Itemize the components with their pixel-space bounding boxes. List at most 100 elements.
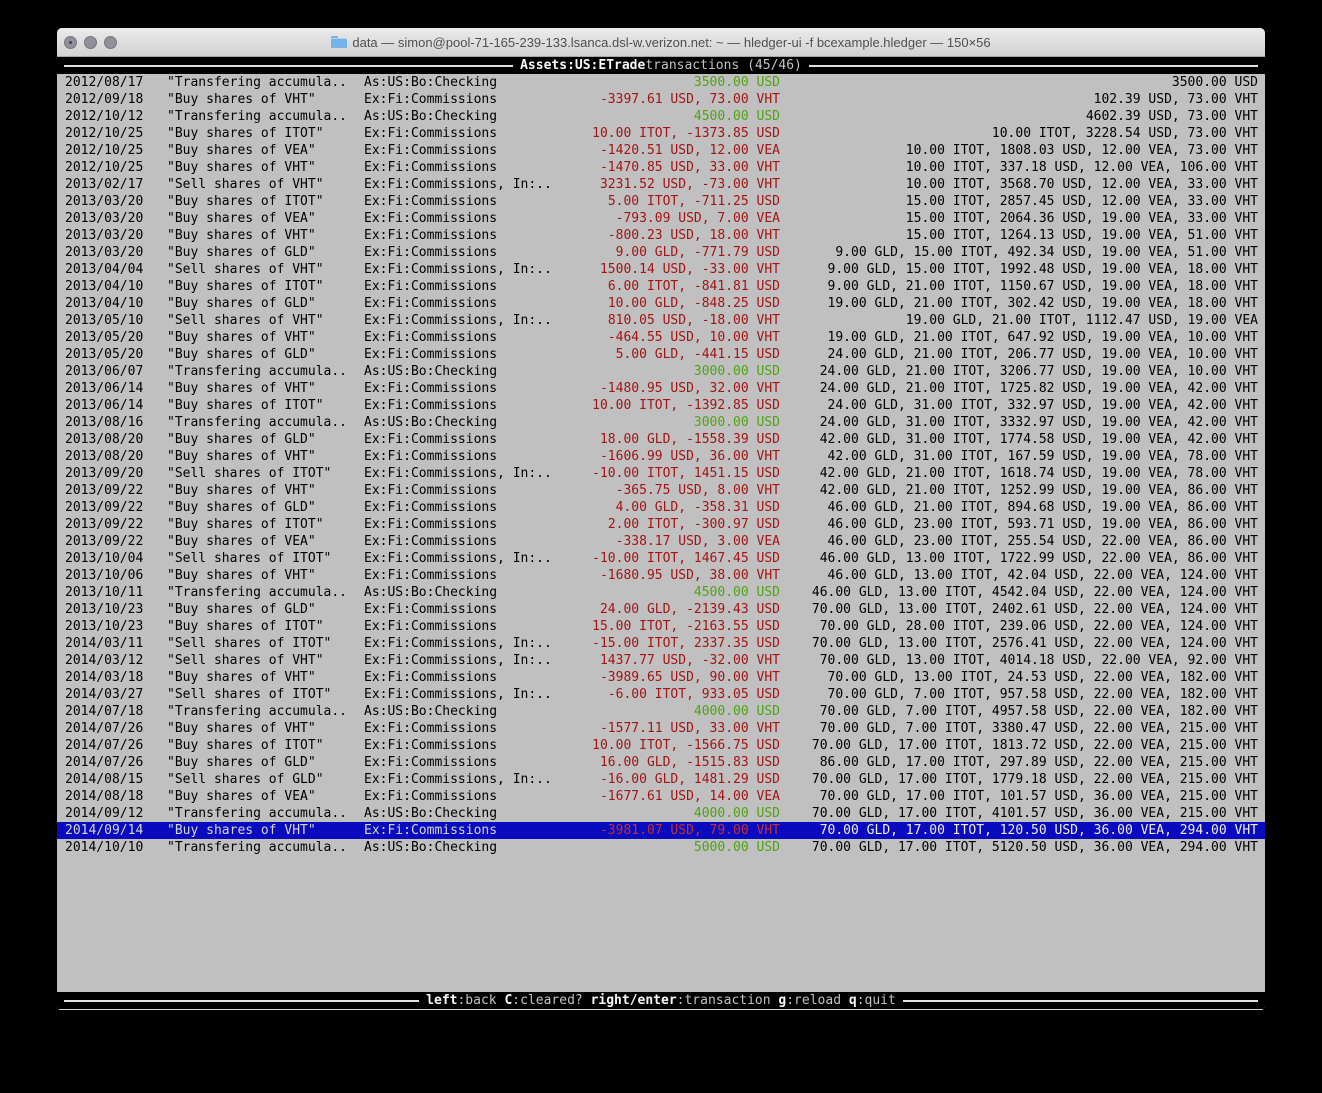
transaction-row[interactable]: 2013/10/23 "Buy shares of ITOT" Ex:Fi:Comm… <box>57 618 1265 635</box>
transaction-row[interactable]: 2013/08/20 "Buy shares of VHT" Ex:Fi:Commi… <box>57 448 1265 465</box>
transaction-row[interactable]: 2013/10/06 "Buy shares of VHT" Ex:Fi:Commi… <box>57 567 1265 584</box>
transaction-balance: 70.00 GLD, 13.00 ITOT, 2576.41 USD, 22.0… <box>811 636 1258 651</box>
transaction-row[interactable]: 2013/09/22 "Buy shares of VHT" Ex:Fi:Commi… <box>57 482 1265 499</box>
transaction-row[interactable]: 2012/09/18 "Buy shares of VHT" Ex:Fi:Commi… <box>57 91 1265 108</box>
transaction-balance: 70.00 GLD, 17.00 ITOT, 1779.18 USD, 22.0… <box>811 772 1258 787</box>
transaction-balance: 9.00 GLD, 15.00 ITOT, 1992.48 USD, 19.00… <box>827 262 1258 277</box>
transaction-row[interactable]: 2014/07/26 "Buy shares of ITOT" Ex:Fi:Comm… <box>57 737 1265 754</box>
transaction-balance: 70.00 GLD, 7.00 ITOT, 3380.47 USD, 22.00… <box>819 721 1258 736</box>
transaction-row[interactable]: 2013/04/04 "Sell shares of VHT" Ex:Fi:Comm… <box>57 261 1265 278</box>
transaction-row[interactable]: 2013/05/10 "Sell shares of VHT" Ex:Fi:Comm… <box>57 312 1265 329</box>
transaction-row[interactable]: 2013/10/23 "Buy shares of GLD" Ex:Fi:Commi… <box>57 601 1265 618</box>
transaction-row[interactable]: 2014/03/27 "Sell shares of ITOT" Ex:Fi:Com… <box>57 686 1265 703</box>
transaction-description: "Buy shares of VHT" <box>167 449 316 464</box>
transaction-row[interactable]: 2012/10/12 "Transfering accumula.. As:US:B… <box>57 108 1265 125</box>
transaction-date: 2013/09/20 <box>65 466 144 481</box>
transaction-row[interactable]: 2012/10/25 "Buy shares of VHT" Ex:Fi:Commi… <box>57 159 1265 176</box>
transaction-row[interactable]: 2014/07/18 "Transfering accumula.. As:US:B… <box>57 703 1265 720</box>
transaction-row[interactable]: 2014/10/10 "Transfering accumula.. As:US:B… <box>57 839 1265 856</box>
zoom-button[interactable] <box>104 35 117 49</box>
transaction-row[interactable]: 2013/10/04 "Sell shares of ITOT" Ex:Fi:Com… <box>57 550 1265 567</box>
transaction-row[interactable]: 2013/06/14 "Buy shares of VHT" Ex:Fi:Commi… <box>57 380 1265 397</box>
transaction-change-amount: -800.23 USD, 18.00 VHT <box>607 228 780 243</box>
transaction-description: "Buy shares of VHT" <box>167 721 316 736</box>
transaction-row[interactable]: 2013/05/20 "Buy shares of VHT" Ex:Fi:Commi… <box>57 329 1265 346</box>
transaction-row[interactable]: 2013/04/10 "Buy shares of ITOT" Ex:Fi:Comm… <box>57 278 1265 295</box>
transaction-row[interactable]: 2013/03/20 "Buy shares of GLD" Ex:Fi:Commi… <box>57 244 1265 261</box>
transaction-row[interactable]: 2014/03/18 "Buy shares of VHT" Ex:Fi:Commi… <box>57 669 1265 686</box>
transaction-row[interactable]: 2013/06/07 "Transfering accumula.. As:US:B… <box>57 363 1265 380</box>
header-account-label: Assets:US:ETrade <box>520 58 646 73</box>
transaction-description: "Buy shares of ITOT" <box>167 619 324 634</box>
window-title-group: data — simon@pool-71-165-239-133.lsanca.… <box>331 35 991 50</box>
transaction-row[interactable]: 2013/08/20 "Buy shares of GLD" Ex:Fi:Commi… <box>57 431 1265 448</box>
transaction-row[interactable]: 2013/06/14 "Buy shares of ITOT" Ex:Fi:Comm… <box>57 397 1265 414</box>
transaction-row[interactable]: 2014/03/11 "Sell shares of ITOT" Ex:Fi:Com… <box>57 635 1265 652</box>
transaction-description: "Sell shares of ITOT" <box>167 687 332 702</box>
transaction-row[interactable]: 2014/07/26 "Buy shares of VHT" Ex:Fi:Commi… <box>57 720 1265 737</box>
transaction-account: Ex:Fi:Commissions <box>364 738 498 753</box>
transaction-row[interactable]: 2014/09/12 "Transfering accumula.. As:US:B… <box>57 805 1265 822</box>
transaction-balance: 70.00 GLD, 17.00 ITOT, 4101.57 USD, 36.0… <box>811 806 1258 821</box>
transaction-balance: 15.00 ITOT, 2857.45 USD, 12.00 VEA, 33.0… <box>905 194 1258 209</box>
transaction-row[interactable]: 2013/09/22 "Buy shares of ITOT" Ex:Fi:Comm… <box>57 516 1265 533</box>
transaction-date: 2013/09/22 <box>65 500 144 515</box>
transaction-description: "Transfering accumula.. <box>167 704 348 719</box>
transaction-account: Ex:Fi:Commissions, In:.. <box>364 551 552 566</box>
transaction-row[interactable]: 2013/08/16 "Transfering accumula.. As:US:B… <box>57 414 1265 431</box>
minimize-button[interactable] <box>84 35 97 49</box>
transaction-account: Ex:Fi:Commissions, In:.. <box>364 262 552 277</box>
transaction-account: Ex:Fi:Commissions <box>364 517 498 532</box>
transaction-change-amount: -3981.07 USD, 79.00 VHT <box>599 823 780 838</box>
transaction-row[interactable]: 2013/10/11 "Transfering accumula.. As:US:B… <box>57 584 1265 601</box>
transaction-date: 2014/07/18 <box>65 704 144 719</box>
transaction-account: As:US:Bo:Checking <box>364 415 498 430</box>
transaction-change-amount: -3397.61 USD, 73.00 VHT <box>599 92 780 107</box>
transaction-change-amount: 5000.00 USD <box>693 840 780 855</box>
transaction-row[interactable]: 2012/10/25 "Buy shares of VEA" Ex:Fi:Commi… <box>57 142 1265 159</box>
transaction-list: 2012/08/17 "Transfering accumula.. As:US:B… <box>57 74 1265 856</box>
transaction-account: Ex:Fi:Commissions <box>364 755 498 770</box>
transaction-date: 2013/10/11 <box>65 585 144 600</box>
transaction-account: Ex:Fi:Commissions <box>364 432 498 447</box>
close-button[interactable] <box>64 35 77 49</box>
transaction-balance: 70.00 GLD, 13.00 ITOT, 4014.18 USD, 22.0… <box>819 653 1258 668</box>
transaction-balance: 19.00 GLD, 21.00 ITOT, 1112.47 USD, 19.0… <box>905 313 1258 328</box>
transaction-account: Ex:Fi:Commissions, In:.. <box>364 466 552 481</box>
transaction-balance: 46.00 GLD, 13.00 ITOT, 1722.99 USD, 22.0… <box>819 551 1258 566</box>
transaction-row[interactable]: 2014/08/15 "Sell shares of GLD" Ex:Fi:Comm… <box>57 771 1265 788</box>
transaction-account: Ex:Fi:Commissions <box>364 602 498 617</box>
transaction-date: 2013/05/20 <box>65 330 144 345</box>
transaction-row[interactable]: 2013/03/20 "Buy shares of VHT" Ex:Fi:Commi… <box>57 227 1265 244</box>
transaction-description: "Buy shares of VHT" <box>167 160 316 175</box>
transaction-row[interactable]: 2013/03/20 "Buy shares of VEA" Ex:Fi:Commi… <box>57 210 1265 227</box>
transaction-row[interactable]: 2012/08/17 "Transfering accumula.. As:US:B… <box>57 74 1265 91</box>
transaction-row[interactable]: 2013/05/20 "Buy shares of GLD" Ex:Fi:Commi… <box>57 346 1265 363</box>
transaction-row[interactable]: 2013/09/22 "Buy shares of VEA" Ex:Fi:Commi… <box>57 533 1265 550</box>
transaction-date: 2013/08/20 <box>65 432 144 447</box>
transaction-balance: 15.00 ITOT, 2064.36 USD, 19.00 VEA, 33.0… <box>905 211 1258 226</box>
transaction-change-amount: 16.00 GLD, -1515.83 USD <box>599 755 780 770</box>
transaction-row[interactable]: 2013/09/22 "Buy shares of GLD" Ex:Fi:Commi… <box>57 499 1265 516</box>
transaction-change-amount: -1677.61 USD, 14.00 VEA <box>599 789 780 804</box>
window-titlebar[interactable]: data — simon@pool-71-165-239-133.lsanca.… <box>57 28 1265 57</box>
transaction-change-amount: -464.55 USD, 10.00 VHT <box>607 330 780 345</box>
transaction-row[interactable]: 2014/07/26 "Buy shares of GLD" Ex:Fi:Commi… <box>57 754 1265 771</box>
header-rule-left <box>64 64 514 67</box>
transaction-row[interactable]: 2013/02/17 "Sell shares of VHT" Ex:Fi:Comm… <box>57 176 1265 193</box>
transaction-row-selected[interactable]: 2014/09/14 "Buy shares of VHT" Ex:Fi:Commi… <box>57 822 1265 839</box>
transaction-date: 2014/10/10 <box>65 840 144 855</box>
transaction-row[interactable]: 2012/10/25 "Buy shares of ITOT" Ex:Fi:Comm… <box>57 125 1265 142</box>
transaction-row[interactable]: 2013/03/20 "Buy shares of ITOT" Ex:Fi:Comm… <box>57 193 1265 210</box>
transaction-account: Ex:Fi:Commissions <box>364 398 498 413</box>
transaction-row[interactable]: 2014/03/12 "Sell shares of VHT" Ex:Fi:Comm… <box>57 652 1265 669</box>
transaction-balance: 42.00 GLD, 31.00 ITOT, 1774.58 USD, 19.0… <box>819 432 1258 447</box>
transaction-row[interactable]: 2013/09/20 "Sell shares of ITOT" Ex:Fi:Com… <box>57 465 1265 482</box>
transaction-balance: 46.00 GLD, 23.00 ITOT, 593.71 USD, 19.00… <box>827 517 1258 532</box>
transaction-row[interactable]: 2013/04/10 "Buy shares of GLD" Ex:Fi:Commi… <box>57 295 1265 312</box>
transaction-row[interactable]: 2014/08/18 "Buy shares of VEA" Ex:Fi:Commi… <box>57 788 1265 805</box>
transaction-change-amount: 24.00 GLD, -2139.43 USD <box>599 602 780 617</box>
transaction-description: "Sell shares of ITOT" <box>167 551 332 566</box>
transaction-description: "Buy shares of VHT" <box>167 568 316 583</box>
key-hint-key: g <box>778 993 787 1008</box>
